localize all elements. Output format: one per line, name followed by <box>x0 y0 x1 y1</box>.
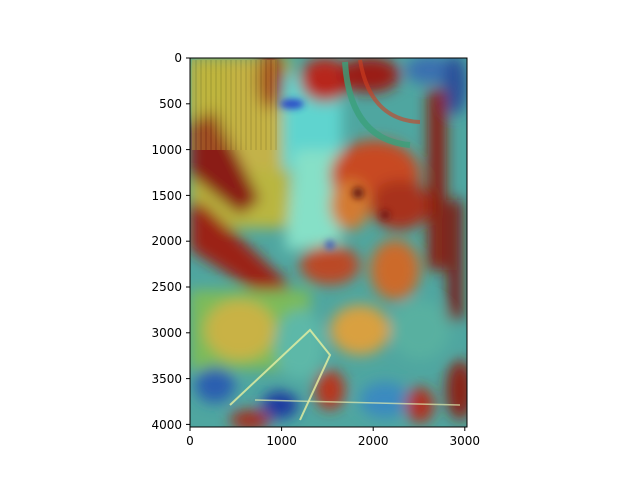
y-tick-label: 500 <box>159 97 182 111</box>
y-tick-label: 0 <box>174 51 182 65</box>
y-tick-label: 1500 <box>151 189 182 203</box>
x-axis: 0 1000 2000 3000 <box>186 427 480 448</box>
y-axis: 0 500 1000 1500 2000 2500 3000 3500 4000 <box>151 51 190 432</box>
x-tick-label: 0 <box>186 434 194 448</box>
y-tick-label: 2500 <box>151 280 182 294</box>
y-tick-label: 3000 <box>151 326 182 340</box>
x-tick-label: 1000 <box>266 434 297 448</box>
y-tick-label: 3500 <box>151 372 182 386</box>
x-tick-label: 2000 <box>358 434 389 448</box>
plot-frame <box>189 57 468 428</box>
x-tick-label: 3000 <box>450 434 481 448</box>
heatmap-image <box>190 58 467 427</box>
y-tick-label: 1000 <box>151 143 182 157</box>
y-tick-label: 4000 <box>151 418 182 432</box>
y-tick-label: 2000 <box>151 234 182 248</box>
